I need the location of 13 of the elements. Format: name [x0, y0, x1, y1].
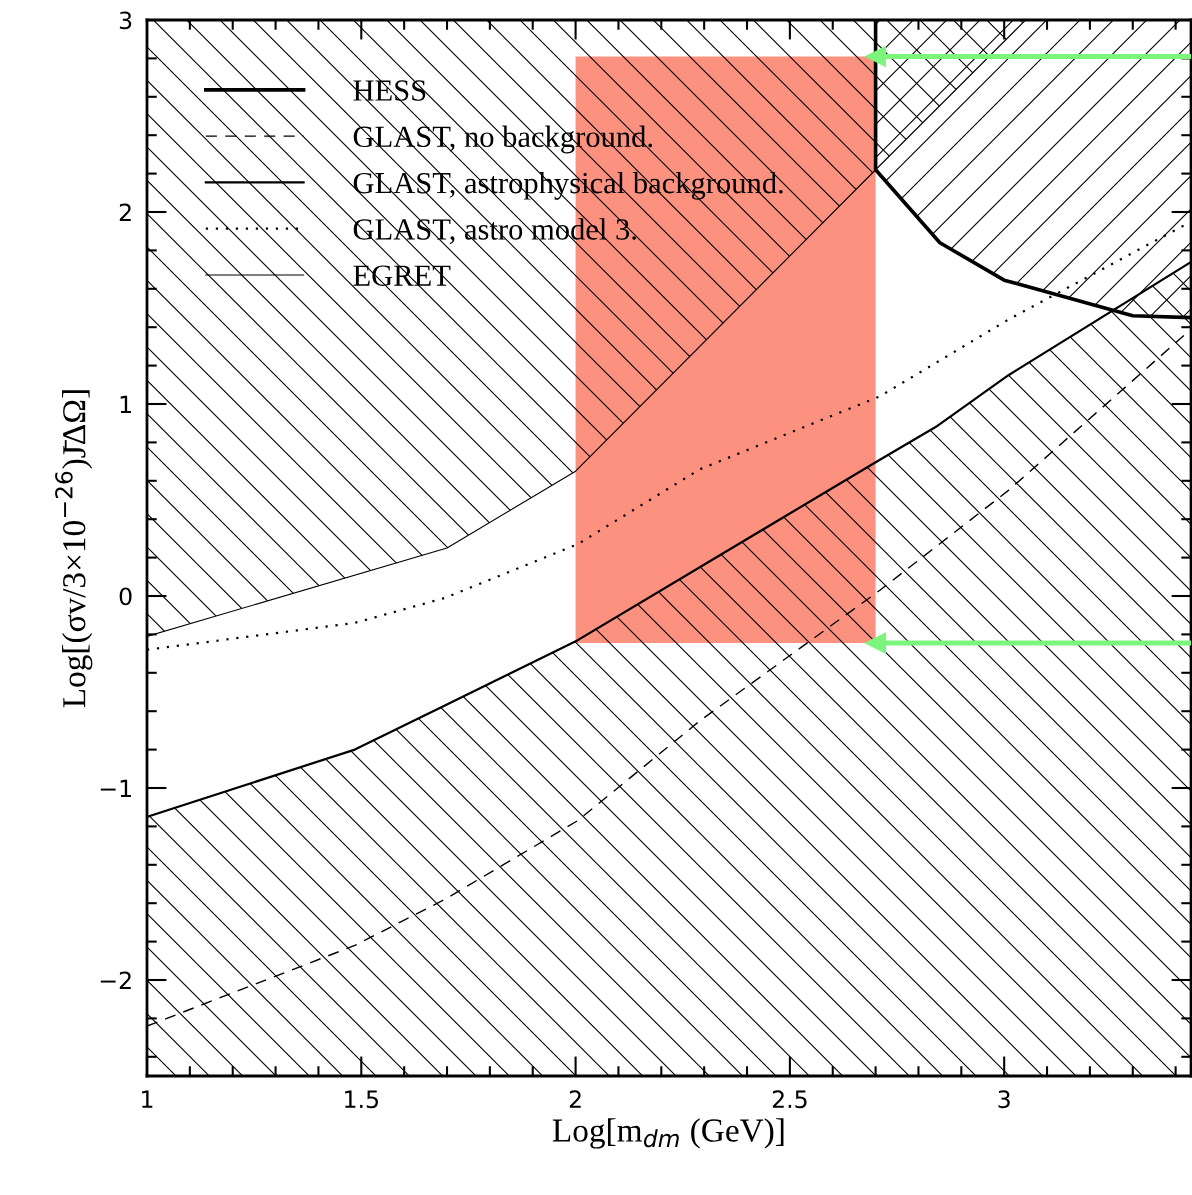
- y-tick-label: −1: [100, 779, 131, 797]
- x-tick-label: 1.5: [345, 1090, 379, 1109]
- y-tick-label: 1: [120, 395, 131, 413]
- y-tick-label: 0: [119, 587, 132, 606]
- x-tick-label: 1: [142, 1090, 153, 1108]
- x-tick-label: 2.5: [772, 1090, 807, 1109]
- x-axis-title: Log[m$_{dm}$ (GeV)]: [552, 1118, 784, 1149]
- y-axis-title: Log[(σv/3×10$^{−26}$)J̄ΔΩ]: [55, 390, 93, 708]
- y-tick-label: −2: [100, 971, 131, 989]
- x-tick-label: 2: [569, 1090, 581, 1108]
- x-tick-label: 3: [998, 1090, 1010, 1109]
- y-tick-label: 2: [119, 203, 131, 221]
- y-tick-label: 3: [119, 11, 132, 30]
